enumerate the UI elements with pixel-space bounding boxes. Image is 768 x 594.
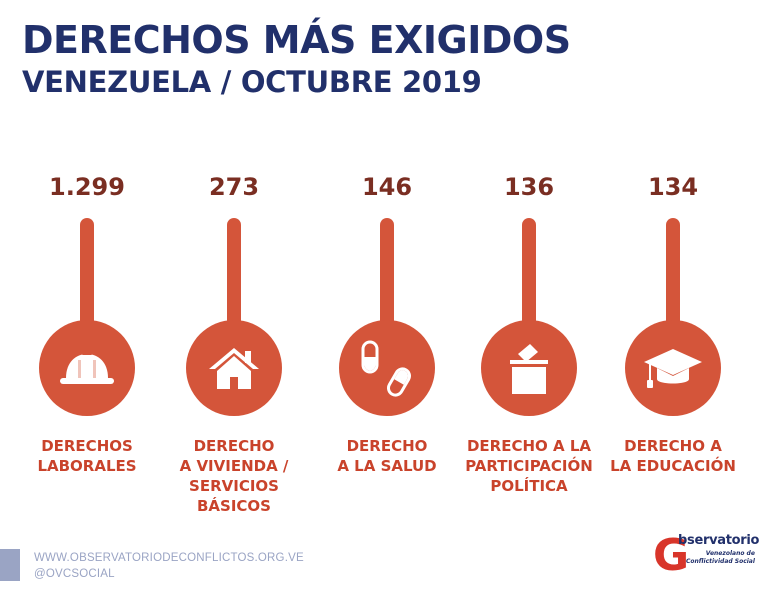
house-icon — [209, 348, 259, 389]
right-label: DERECHO A VIVIENDA / SERVICIOS BÁSICOS — [179, 437, 289, 515]
icon-circle — [625, 320, 721, 416]
website-link[interactable]: WWW.OBSERVATORIODECONFLICTOS.ORG.VE — [34, 552, 304, 564]
right-column-vivienda: 273 DERECHO A VIVIENDA / SERVICIOS BÁSIC… — [159, 170, 309, 516]
logo-name: bservatorio — [678, 533, 760, 548]
social-handle[interactable]: @OVCSOCIAL — [34, 568, 115, 580]
page-title: DERECHOS MÁS EXIGIDOS — [22, 18, 571, 62]
right-column-salud: 146 DERECHO A LA SALUD — [312, 170, 462, 476]
icon-circle — [186, 320, 282, 416]
footer-accent-square — [0, 549, 20, 581]
observatorio-logo: G bservatorio Venezolano de Conflictivid… — [652, 530, 760, 582]
right-column-participacion: 136 DERECHO A LA PARTICIPACIÓN POLÍTICA — [454, 170, 604, 496]
right-column-laborales: 1.299 DERECHOS LABORALES — [12, 170, 162, 476]
logo-g-icon: G — [653, 530, 689, 578]
page-subtitle: VENEZUELA / OCTUBRE 2019 — [22, 65, 482, 99]
right-label: DERECHO A LA EDUCACIÓN — [610, 437, 736, 475]
right-count: 134 — [647, 173, 699, 201]
footer-info: WWW.OBSERVATORIODECONFLICTOS.ORG.VE @OVC… — [34, 550, 304, 582]
stem-bar — [227, 218, 241, 328]
stem-bar — [80, 218, 94, 328]
right-count: 1.299 — [49, 173, 125, 201]
right-label: DERECHO A LA PARTICIPACIÓN POLÍTICA — [465, 437, 593, 495]
logo-subtitle: Venezolano de Conflictividad Social — [686, 550, 755, 565]
hard-hat-icon — [60, 352, 114, 384]
stem-bar — [666, 218, 680, 328]
right-column-educacion: 134 DERECHO A LA EDUCACIÓN — [598, 170, 748, 476]
stem-bar — [522, 218, 536, 328]
graduation-cap-icon — [644, 349, 702, 388]
ballot-box-icon — [510, 344, 548, 394]
right-count: 273 — [208, 173, 260, 201]
icon-circle — [39, 320, 135, 416]
right-count: 146 — [361, 173, 413, 201]
right-label: DERECHOS LABORALES — [37, 437, 137, 475]
icon-circle — [481, 320, 577, 416]
stem-bar — [380, 218, 394, 328]
right-count: 136 — [503, 173, 555, 201]
pills-icon — [361, 340, 411, 397]
svg-text:G: G — [653, 530, 689, 578]
icon-circle — [339, 320, 435, 416]
right-label: DERECHO A LA SALUD — [337, 437, 437, 475]
